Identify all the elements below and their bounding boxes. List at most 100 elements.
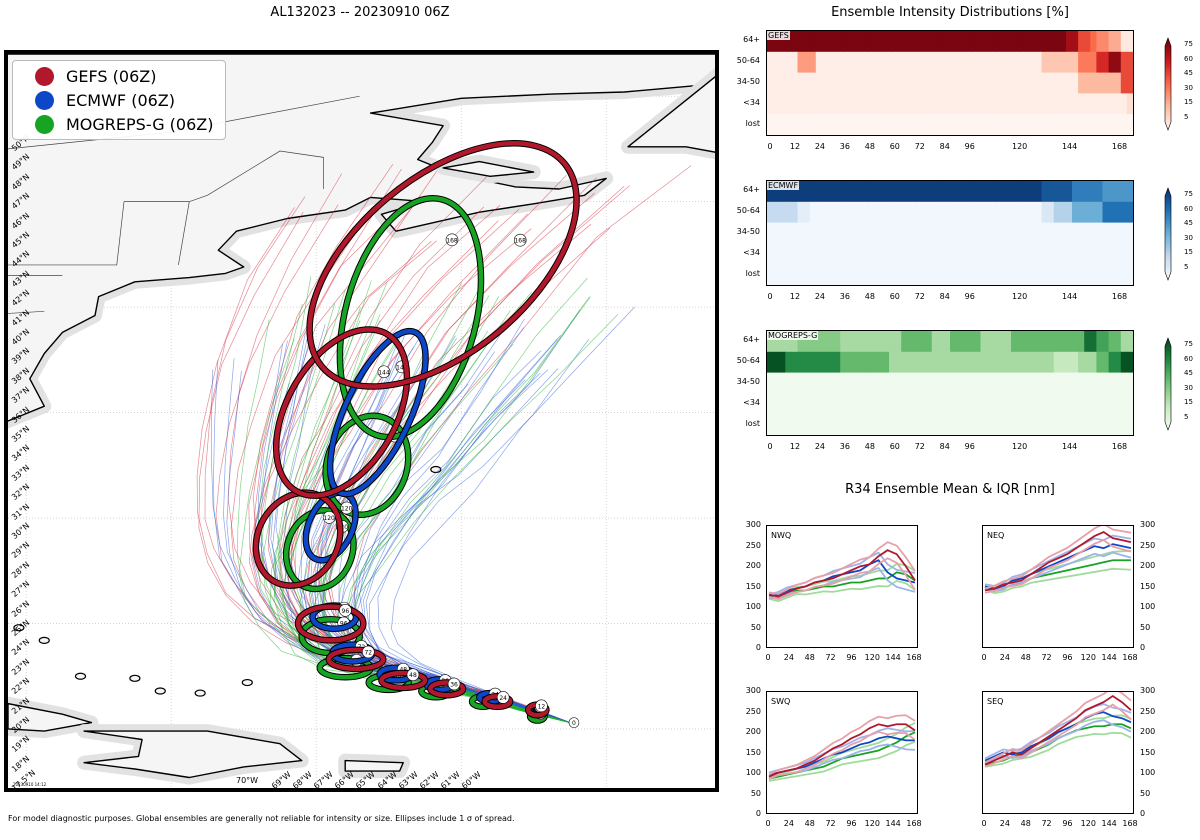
heatmap-cell: [809, 243, 817, 265]
heatmap-cell: [803, 181, 811, 203]
heatmap-cell: [821, 414, 829, 436]
heatmap-cell: [791, 243, 798, 265]
intensity-x-tick: 84: [939, 292, 950, 301]
heatmap-cell: [1029, 31, 1036, 53]
heatmap-cell: [937, 72, 945, 94]
svg-text:120: 120: [341, 505, 353, 512]
heatmap-cell: [828, 222, 835, 244]
heatmap-cell: [840, 414, 847, 436]
heatmap-cell: [1065, 393, 1073, 415]
heatmap-cell: [797, 351, 805, 374]
heatmap-cell: [992, 393, 1000, 415]
heatmap-cell: [1096, 222, 1103, 244]
heatmap-cell: [1114, 264, 1122, 286]
heatmap-cell: [1114, 72, 1122, 94]
heatmap-cell: [773, 243, 780, 265]
heatmap-cell: [773, 181, 780, 203]
r34-y-tick: 0: [755, 809, 761, 818]
heatmap-cell: [840, 201, 847, 224]
heatmap-cell: [1041, 331, 1049, 353]
ecmwf-member-track: [369, 338, 590, 723]
heatmap-cell: [1078, 414, 1085, 436]
heatmap-cell: [943, 331, 951, 353]
heatmap-cell: [913, 414, 920, 436]
heatmap-cell: [992, 72, 1000, 94]
heatmap-cell: [1035, 181, 1042, 203]
heatmap-cell: [864, 181, 872, 203]
heatmap-cell: [882, 243, 890, 265]
heatmap-cell: [1023, 264, 1030, 286]
heatmap-cell: [937, 201, 945, 224]
r34-x-tick: 48: [1020, 819, 1031, 828]
heatmap-cell: [1065, 201, 1073, 224]
gefs-iqr-line: [768, 730, 916, 780]
heatmap-cell: [1102, 222, 1110, 244]
heatmap-cell: [1023, 222, 1030, 244]
heatmap-cell: [1108, 72, 1116, 94]
heatmap-cell: [876, 393, 884, 415]
heatmap-cell: [858, 243, 866, 265]
heatmap-cell: [1126, 372, 1134, 394]
heatmap-cell: [943, 222, 951, 244]
heatmap-cell: [1084, 351, 1091, 374]
heatmap-cell: [1126, 72, 1134, 94]
svg-text:24: 24: [499, 695, 507, 702]
heatmap-cell: [998, 351, 1006, 374]
heatmap-cell: [913, 393, 920, 415]
heatmap-cell: [907, 201, 914, 224]
ecmwf-lead-label: 120: [340, 501, 354, 515]
gefs-iqr-line: [984, 539, 1132, 594]
heatmap-cell: [1023, 351, 1030, 374]
heatmap-cell: [1108, 372, 1116, 394]
heatmap-cell: [1108, 393, 1116, 415]
heatmap-cell: [882, 222, 890, 244]
heatmap-cell: [1041, 372, 1049, 394]
heatmap-cell: [1072, 93, 1079, 115]
heatmap-cell: [1065, 72, 1073, 94]
heatmap-cell: [791, 414, 798, 436]
heatmap-cell: [925, 72, 933, 94]
heatmap-cell: [803, 414, 811, 436]
heatmap-cell: [882, 351, 890, 374]
heatmap-cell: [858, 181, 866, 203]
intensity-x-tick: 48: [864, 292, 875, 301]
heatmap-cell: [1078, 264, 1085, 286]
heatmap-cell: [840, 93, 847, 115]
heatmap-cell: [1059, 331, 1067, 353]
heatmap-cell: [803, 264, 811, 286]
heatmap-cell: [889, 31, 896, 53]
intensity-x-tick: 168: [1111, 142, 1128, 151]
heatmap-cell: [1017, 201, 1024, 224]
panel-tag: ECMWF: [767, 181, 800, 190]
heatmap-cell: [882, 93, 890, 115]
heatmap-cell: [773, 201, 780, 224]
heatmap-cell: [919, 181, 927, 203]
heatmap-cell: [919, 114, 927, 136]
heatmap-cell: [840, 393, 847, 415]
heatmap-cell: [950, 93, 957, 115]
heatmap-cell: [773, 351, 780, 374]
heatmap-cell: [870, 114, 878, 136]
heatmap-cell: [986, 351, 994, 374]
intensity-x-tick: 12: [789, 442, 801, 451]
heatmap-cell: [1059, 201, 1067, 224]
heatmap-cell: [1108, 351, 1116, 374]
heatmap-cell: [779, 331, 786, 353]
heatmap-cell: [1029, 372, 1036, 394]
heatmap-cell: [962, 31, 969, 53]
heatmap-cell: [1072, 51, 1079, 74]
heatmap-cell: [1114, 93, 1122, 115]
heatmap-cell: [815, 93, 823, 115]
heatmap-cell: [992, 31, 1000, 53]
intensity-panel-mogreps-g: MOGREPS-G: [766, 330, 1134, 436]
heatmap-cell: [1059, 372, 1067, 394]
map-timestamp: 20230910 14:12: [13, 782, 47, 787]
heatmap-cell: [925, 31, 933, 53]
svg-text:72: 72: [364, 649, 372, 656]
heatmap-cell: [986, 51, 994, 74]
heatmap-cell: [846, 51, 853, 74]
heatmap-cell: [931, 31, 939, 53]
heatmap-cell: [1017, 393, 1024, 415]
heatmap-cell: [1108, 331, 1116, 353]
heatmap-cell: [974, 93, 981, 115]
